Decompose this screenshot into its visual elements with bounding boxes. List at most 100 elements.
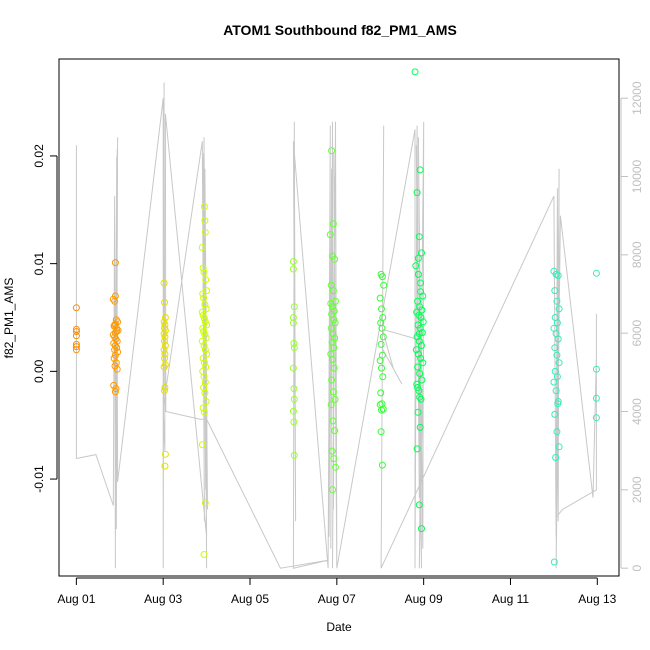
data-point xyxy=(200,328,208,335)
data-point xyxy=(161,314,169,321)
data-point xyxy=(416,166,424,174)
data-point xyxy=(161,462,169,470)
y-axis-label: f82_PM1_AMS xyxy=(2,278,16,359)
trace-line xyxy=(75,82,597,569)
data-point xyxy=(290,385,298,393)
data-point xyxy=(329,287,337,295)
data-point xyxy=(113,328,121,335)
data-point xyxy=(413,189,421,197)
data-point xyxy=(379,333,387,341)
data-point xyxy=(160,346,168,354)
data-point xyxy=(419,318,427,326)
data-point xyxy=(200,294,208,302)
data-point xyxy=(377,389,385,397)
data-point xyxy=(331,427,339,435)
data-point xyxy=(331,319,339,327)
data-point xyxy=(198,441,206,449)
data-point xyxy=(72,328,80,335)
data-point xyxy=(550,558,558,566)
data-point xyxy=(199,264,207,272)
data-point xyxy=(550,378,558,386)
secondary-y-tick-label: 8000 xyxy=(630,241,644,268)
data-point xyxy=(555,359,563,367)
data-point xyxy=(161,354,168,362)
data-point xyxy=(418,376,426,384)
data-point xyxy=(201,318,209,326)
data-point xyxy=(161,342,169,349)
data-point xyxy=(199,404,207,412)
data-point xyxy=(416,423,424,431)
secondary-y-tick-label: 0 xyxy=(630,565,644,572)
secondary-y-tick-label: 12000 xyxy=(630,81,644,115)
y-tick-label: 0.00 xyxy=(32,359,46,383)
data-point xyxy=(417,279,425,287)
data-point xyxy=(113,344,121,352)
data-point xyxy=(201,301,209,309)
data-point xyxy=(72,340,80,348)
data-point xyxy=(160,318,168,326)
data-point xyxy=(417,314,425,321)
data-point xyxy=(414,384,422,391)
plot-frame xyxy=(58,58,620,577)
data-point xyxy=(161,321,169,329)
data-point xyxy=(553,373,561,381)
data-point xyxy=(555,305,563,313)
data-point xyxy=(553,319,561,327)
data-point xyxy=(289,319,297,327)
data-point xyxy=(72,332,80,340)
secondary-y-tick-label: 4000 xyxy=(630,398,644,425)
data-point xyxy=(378,273,386,281)
x-tick-label: Aug 05 xyxy=(231,592,269,606)
data-point xyxy=(592,365,600,373)
points-layer xyxy=(72,68,600,566)
data-point xyxy=(113,337,121,345)
data-point xyxy=(160,330,168,338)
x-tick-label: Aug 13 xyxy=(578,592,616,606)
data-point xyxy=(110,354,118,362)
data-point xyxy=(417,288,425,296)
data-point xyxy=(329,417,337,425)
y-tick-label: 0.01 xyxy=(32,252,46,276)
data-point xyxy=(160,363,168,371)
trace-layer xyxy=(75,82,597,569)
data-point xyxy=(332,463,339,471)
data-point xyxy=(412,262,420,270)
data-point xyxy=(329,388,337,396)
data-point xyxy=(161,326,169,334)
y-axis: -0.01 0.00 0.01 0.02 xyxy=(32,144,58,493)
data-point xyxy=(201,228,209,236)
data-point xyxy=(328,376,336,384)
data-point xyxy=(161,387,168,395)
data-point xyxy=(418,249,425,257)
data-point xyxy=(199,311,207,319)
data-point xyxy=(380,281,388,289)
data-point xyxy=(200,315,208,323)
data-point xyxy=(199,324,207,332)
data-point xyxy=(331,255,339,263)
data-point xyxy=(330,455,338,463)
data-point xyxy=(415,501,423,509)
data-point xyxy=(414,350,422,358)
y-tick-label: 0.02 xyxy=(32,144,46,168)
data-point xyxy=(290,339,298,347)
data-point xyxy=(161,450,169,458)
data-point xyxy=(111,388,119,396)
x-tick-label: Aug 07 xyxy=(318,592,356,606)
data-point xyxy=(414,254,422,262)
data-point xyxy=(414,408,422,416)
data-point xyxy=(418,329,426,337)
data-point xyxy=(413,380,421,388)
data-point xyxy=(202,276,210,284)
data-point xyxy=(200,359,208,367)
secondary-y-tick-label: 2000 xyxy=(630,476,644,503)
data-point xyxy=(201,389,209,397)
data-point xyxy=(290,451,298,459)
data-point xyxy=(415,337,423,345)
data-point xyxy=(415,233,423,241)
data-point xyxy=(161,298,168,306)
data-point xyxy=(111,297,119,305)
data-point xyxy=(553,351,561,359)
data-point xyxy=(412,346,420,354)
data-point xyxy=(592,394,600,402)
data-point xyxy=(326,231,334,239)
